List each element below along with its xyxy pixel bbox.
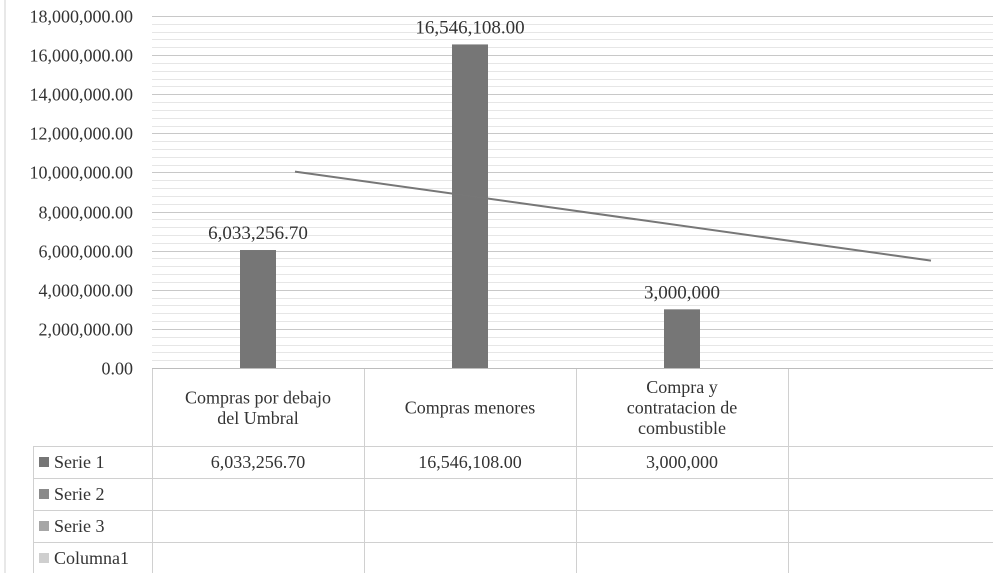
legend-label: Columna1 <box>54 548 129 568</box>
table-cell-value: 6,033,256.70 <box>211 452 306 472</box>
category-label: del Umbral <box>217 408 298 428</box>
legend-key-serie-4 <box>39 553 49 563</box>
table-cell-value: 16,546,108.00 <box>418 452 522 472</box>
y-tick-label: 6,000,000.00 <box>39 242 134 262</box>
y-tick-label: 2,000,000.00 <box>39 320 134 340</box>
table-cell-value: 3,000,000 <box>646 452 718 472</box>
bar-serie-1 <box>452 44 488 368</box>
bar-serie-1 <box>664 309 700 368</box>
y-tick-label: 10,000,000.00 <box>30 163 134 183</box>
bar-data-label: 16,546,108.00 <box>415 17 524 38</box>
y-tick-label: 12,000,000.00 <box>30 124 134 144</box>
bar-data-label: 3,000,000 <box>644 282 720 303</box>
legend-key-serie-1 <box>39 457 49 467</box>
y-tick-label: 18,000,000.00 <box>30 7 134 27</box>
y-tick-label: 4,000,000.00 <box>39 281 134 301</box>
category-label: contratacion de <box>627 398 737 418</box>
legend-key-serie-3 <box>39 521 49 531</box>
legend-label: Serie 2 <box>54 484 104 504</box>
category-label: Compra y <box>646 377 718 397</box>
bar-serie-1 <box>240 250 276 368</box>
category-label: Compras por debajo <box>185 387 331 407</box>
y-tick-label: 14,000,000.00 <box>30 85 134 105</box>
y-tick-label: 8,000,000.00 <box>39 203 134 223</box>
y-tick-label: 0.00 <box>102 359 134 379</box>
legend-label: Serie 3 <box>54 516 104 536</box>
trendline <box>294 170 932 262</box>
category-label: combustible <box>638 418 726 438</box>
bar-data-label: 6,033,256.70 <box>208 223 308 244</box>
legend-key-serie-2 <box>39 489 49 499</box>
legend-label: Serie 1 <box>54 452 104 472</box>
y-tick-label: 16,000,000.00 <box>30 46 134 66</box>
category-label: Compras menores <box>405 398 535 418</box>
